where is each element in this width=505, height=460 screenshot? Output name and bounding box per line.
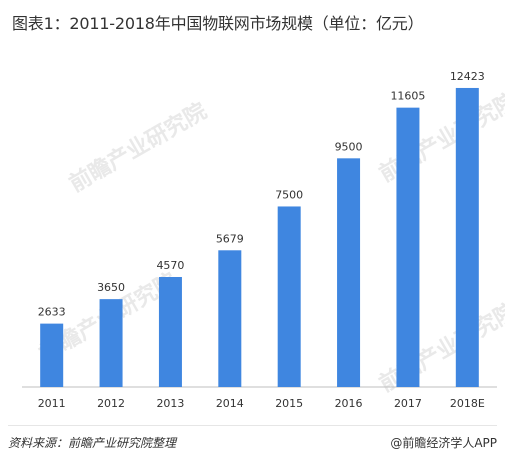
x-tick-label-2015: 2015	[275, 397, 303, 410]
bar-2012	[99, 299, 123, 387]
x-tick-label-2014: 2014	[216, 397, 244, 410]
data-label-2016: 9500	[335, 140, 363, 153]
bar-2013	[158, 276, 182, 387]
data-label-2013: 4570	[156, 259, 184, 272]
data-label-2015: 7500	[275, 188, 303, 201]
data-label-2011: 2633	[38, 306, 66, 319]
data-label-2012: 3650	[97, 281, 125, 294]
footer-divider	[8, 425, 497, 426]
credit-note: @前瞻经济学人APP	[390, 436, 497, 450]
bar-2015	[277, 206, 301, 387]
chart-title: 图表1：2011-2018年中国物联网市场规模（单位：亿元）	[12, 14, 424, 33]
x-tick-label-2013: 2013	[156, 397, 184, 410]
x-tick-label-2012: 2012	[97, 397, 125, 410]
x-tick-label-2018E: 2018E	[450, 397, 485, 410]
bar-2018E	[455, 87, 479, 388]
data-label-2017: 11605	[390, 90, 425, 103]
bar-2014	[218, 250, 242, 387]
bar-2017	[396, 107, 420, 388]
data-label-2014: 5679	[216, 232, 244, 245]
x-tick-label-2016: 2016	[335, 397, 363, 410]
bar-2016	[337, 158, 361, 387]
bar-2011	[40, 323, 64, 387]
data-label-2018E: 12423	[450, 70, 485, 83]
source-note: 资料来源：前瞻产业研究院整理	[8, 436, 177, 450]
x-tick-label-2017: 2017	[394, 397, 422, 410]
x-tick-label-2011: 2011	[38, 397, 66, 410]
